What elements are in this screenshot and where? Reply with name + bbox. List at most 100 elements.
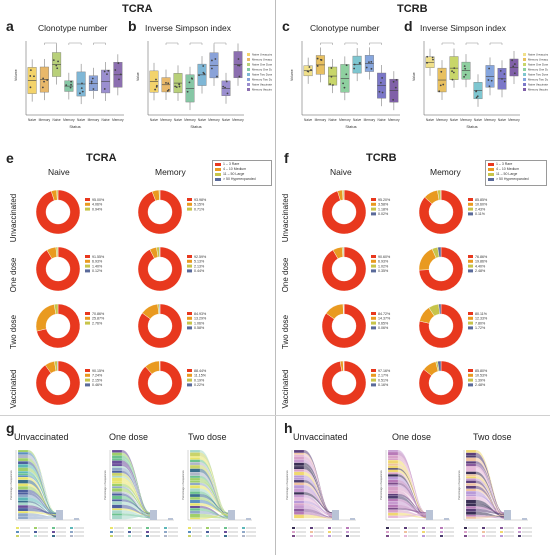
alluvial-stratum <box>111 488 123 492</box>
alluvial-legend-text <box>332 531 342 533</box>
donut-slice <box>35 246 81 292</box>
tcra-header: TCRA <box>122 3 153 15</box>
alluvial-stratum <box>111 495 123 500</box>
box-point <box>165 82 167 84</box>
box-point <box>178 83 181 86</box>
alluvial-stratum <box>189 452 201 457</box>
box-legend-swatch <box>523 83 526 86</box>
alluvial-legend-text <box>426 535 436 537</box>
box-legend-label: Naive Two Dose <box>252 73 272 77</box>
box-point <box>503 73 506 75</box>
alluvial-legend-text <box>150 531 160 533</box>
box-y-label: Volume <box>14 69 18 81</box>
alluvial-stratum <box>111 510 123 514</box>
alluvial-stratum <box>293 477 305 481</box>
donut-pct-swatch <box>468 369 473 372</box>
alluvial-legend-swatch <box>346 535 349 537</box>
donut-legend-item: 11 – 50 Large <box>488 172 529 177</box>
alluvial-legend-text <box>504 531 514 533</box>
alluvial-flow <box>304 505 332 518</box>
donut-pct-swatch <box>371 202 376 206</box>
alluvial-stratum <box>465 466 477 468</box>
alluvial-flow <box>304 503 332 516</box>
alluvial-stratum <box>293 494 305 498</box>
alluvial-legend-text <box>168 531 178 533</box>
alluvial-stratum <box>293 492 305 495</box>
alluvial-flow <box>28 513 56 518</box>
alluvial-stratum <box>111 467 123 471</box>
alluvial-stratum <box>465 478 477 481</box>
alluvial-stratum <box>17 483 29 487</box>
alluvial-flow <box>200 499 228 515</box>
box-point <box>330 67 333 69</box>
box-point <box>358 62 361 64</box>
alluvial-legend-swatch <box>500 535 503 537</box>
alluvial-flow <box>122 493 150 519</box>
box-y-label: Volume <box>290 69 294 81</box>
alluvial-legend-text <box>350 531 360 533</box>
alluvial-legend-swatch <box>404 531 407 533</box>
alluvial-flow <box>122 508 150 517</box>
donut-pct-label: 95.00% <box>92 198 105 202</box>
alluvial-legend-text <box>426 527 436 529</box>
alluvial-stratum <box>17 477 29 481</box>
alluvial-stratum <box>387 472 399 475</box>
donut-pct-label: 1.39% <box>475 378 486 382</box>
donut-pct-swatch <box>85 259 90 263</box>
donut-pct-swatch <box>85 383 90 387</box>
donut-pct-swatch <box>371 212 376 216</box>
alluvial-stratum <box>387 465 399 469</box>
donut-slice <box>321 303 367 349</box>
donut-pct-swatch <box>371 255 376 258</box>
alluvial-legend-text <box>56 527 66 529</box>
alluvial-tcrb: Percentage of sequences Percentage of seq… <box>285 449 532 537</box>
box-point <box>345 64 348 67</box>
donut-pct-label: 25.87% <box>92 317 105 321</box>
alluvial-legend-text <box>20 531 30 533</box>
panel-f-label: f <box>284 150 289 166</box>
alluvial-legend-swatch <box>482 527 485 529</box>
box-point <box>310 68 312 71</box>
donut-pct-label: 93.98% <box>194 198 207 202</box>
donut-pct-label: 13.29% <box>194 317 207 321</box>
alluvial-stratum <box>387 469 399 473</box>
donut-pct-label: 10.60% <box>475 203 488 207</box>
box-x-tick: Memory <box>388 118 400 122</box>
alluvial-legend-text <box>444 531 454 533</box>
alluvial-legend-swatch <box>518 527 521 529</box>
box-x-tick: Memory <box>160 118 172 122</box>
donut-pct-label: 0.65% <box>378 321 389 325</box>
alluvial-legend-swatch <box>440 535 443 537</box>
box-point <box>203 72 206 75</box>
alluvial-legend-swatch <box>346 527 349 529</box>
alluvial-legend-swatch <box>110 531 113 533</box>
box-x-tick: Naive <box>426 118 434 122</box>
donut-pct-label: 84.93% <box>194 312 207 316</box>
alluvial-stratum <box>387 490 399 494</box>
donut-pct-label: 4.06% <box>92 203 103 207</box>
f-col-naive: Naive <box>330 167 352 177</box>
alluvial-legend-swatch <box>422 531 425 533</box>
alluvial-stratum <box>465 457 477 462</box>
box-point <box>69 86 72 89</box>
box-point <box>33 75 35 78</box>
box-point <box>70 83 72 86</box>
donut-slice <box>418 246 464 292</box>
box-x-tick: Naive <box>28 118 36 122</box>
alluvial-legend-text <box>114 535 124 537</box>
donut-pct-label: 14.37% <box>378 317 391 321</box>
box-legend-swatch <box>523 63 526 66</box>
donut-pct-swatch <box>187 259 192 263</box>
alluvial-legend-swatch <box>482 535 485 537</box>
alluvial-stratum <box>189 472 201 476</box>
alluvial-legend-text <box>332 535 342 537</box>
donut-pct-swatch <box>85 378 90 382</box>
alluvial-stratum <box>465 483 477 486</box>
box-point <box>353 67 356 70</box>
alluvial-flow <box>476 494 504 513</box>
alluvial-stratum <box>387 484 399 487</box>
alluvial-stratum <box>522 518 527 520</box>
donut-pct-label: 0.22% <box>194 383 205 387</box>
box-point <box>432 58 434 61</box>
donut-pct-swatch <box>468 259 473 263</box>
